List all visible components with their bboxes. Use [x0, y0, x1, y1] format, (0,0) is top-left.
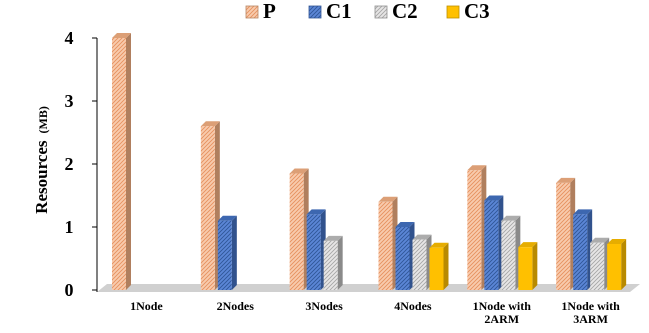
bar-c1: [573, 209, 593, 290]
bar-top-face: [518, 242, 538, 248]
bar-top-face: [590, 237, 610, 243]
bar-front-face: [378, 201, 393, 290]
x-tick-label: 3Nodes: [305, 299, 343, 313]
bar-front-face: [323, 240, 338, 290]
bar-top-face: [323, 235, 343, 241]
bar-front-face: [501, 220, 516, 290]
bar-side-face: [337, 235, 343, 290]
bar-top-face: [429, 242, 449, 248]
bar-top-face: [306, 209, 326, 215]
bar-front-face: [429, 247, 444, 290]
bars: [112, 33, 627, 290]
bar-side-face: [126, 33, 131, 290]
x-tick-label: 1Node: [130, 299, 163, 313]
bar-p: [378, 196, 398, 290]
bar-front-face: [395, 227, 410, 290]
y-tick-label: 3: [65, 91, 74, 111]
bar-c3: [518, 242, 538, 290]
x-tick-label: 2Nodes: [217, 299, 255, 313]
y-axis-label-unit: (MB): [36, 106, 50, 133]
bar-front-face: [467, 170, 482, 290]
legend: P C1 C2 C3: [245, 0, 490, 23]
legend-item-c2: C2: [374, 0, 418, 23]
bar-front-face: [573, 214, 588, 290]
bar-top-face: [467, 165, 487, 171]
legend-item-c3: C3: [446, 0, 490, 23]
bar-c1: [306, 209, 326, 290]
bar-top-face: [556, 177, 576, 183]
bar-front-face: [412, 239, 427, 290]
bar-p: [467, 165, 487, 290]
bar-top-face: [289, 168, 309, 174]
y-tick-label: 1: [65, 217, 74, 237]
bar-c2: [323, 235, 343, 290]
y-tick-label: 4: [65, 28, 74, 48]
bar-c3: [429, 242, 449, 290]
bar-c1: [217, 215, 237, 290]
bar-c2: [501, 215, 521, 290]
bar-top-face: [412, 234, 432, 240]
bar-top-face: [607, 239, 627, 245]
legend-label: C1: [326, 0, 352, 23]
x-tick-label: 1Node with 2ARM: [473, 299, 532, 326]
y-tick-label: 0: [65, 280, 74, 300]
bar-side-face: [532, 242, 538, 290]
bar-front-face: [200, 126, 215, 290]
legend-item-c1: C1: [308, 0, 352, 23]
bar-side-face: [231, 215, 237, 290]
bar-front-face: [217, 220, 232, 290]
legend-swatch: [308, 5, 322, 19]
bar-front-face: [112, 38, 126, 290]
bar-p: [200, 121, 220, 290]
bar-top-face: [217, 215, 237, 221]
bar-side-face: [621, 239, 627, 290]
bar-top-face: [378, 196, 398, 202]
bar-front-face: [518, 247, 533, 290]
legend-label: C2: [392, 0, 418, 23]
bar-c2: [412, 234, 432, 290]
bar-front-face: [484, 200, 499, 290]
x-tick-label: 4Nodes: [394, 299, 432, 313]
bar-top-face: [200, 121, 220, 127]
bar-top-face: [501, 215, 521, 221]
bar-top-face: [573, 209, 593, 215]
y-axis-label-text: Resources: [32, 140, 51, 214]
bar-front-face: [306, 214, 321, 290]
y-axis-label: Resources (MB): [32, 106, 51, 214]
bar-top-face: [112, 33, 131, 38]
bar-front-face: [590, 242, 605, 290]
legend-swatch: [446, 5, 460, 19]
legend-label: C3: [464, 0, 490, 23]
bar-side-face: [443, 242, 449, 290]
legend-swatch: [245, 5, 259, 19]
bar-p: [112, 33, 131, 290]
bar-front-face: [289, 173, 304, 290]
legend-item-p: P: [245, 0, 276, 23]
bar-front-face: [607, 244, 622, 290]
legend-label: P: [263, 0, 276, 23]
x-axis: 1Node 2Nodes 3Nodes 4Nodes 1Node with 2ARM 1No…: [130, 299, 620, 326]
legend-swatch: [374, 5, 388, 19]
bar-c3: [607, 239, 627, 290]
x-tick-label: 1Node with 3ARM: [561, 299, 620, 326]
bar-front-face: [556, 182, 571, 290]
y-tick-label: 2: [65, 154, 74, 174]
bar-top-face: [395, 222, 415, 227]
bar-c1: [484, 195, 504, 290]
bar-c1: [395, 222, 415, 290]
bar-p: [289, 168, 309, 290]
bar-p: [556, 177, 576, 290]
y-axis: 0 1 2 3 4: [65, 28, 98, 300]
bar-c2: [590, 237, 610, 290]
bar-top-face: [484, 195, 504, 201]
